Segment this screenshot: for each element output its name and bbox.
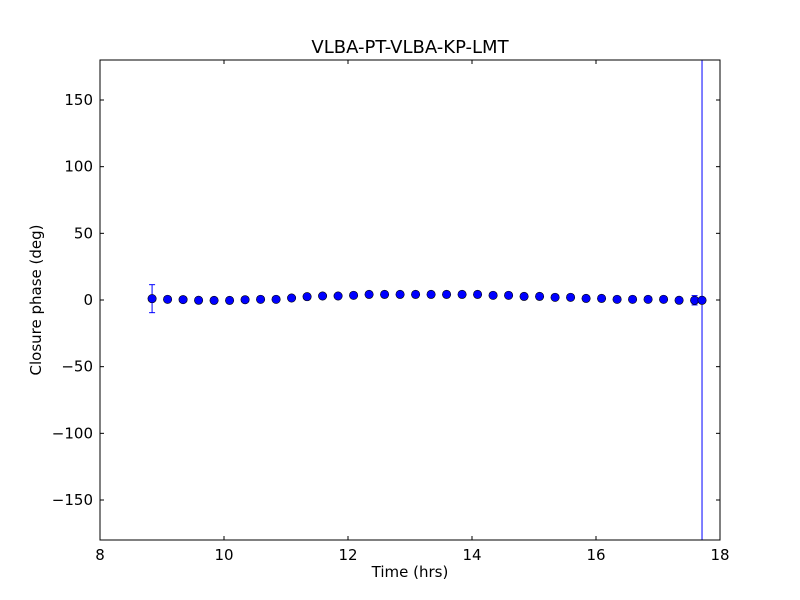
data-point <box>566 292 576 302</box>
data-point <box>240 295 250 305</box>
y-axis-label: Closure phase (deg) <box>27 225 45 376</box>
data-point <box>581 293 591 303</box>
y-tick-label: 50 <box>74 224 93 242</box>
chart-title: VLBA-PT-VLBA-KP-LMT <box>311 37 509 58</box>
data-point <box>178 295 188 305</box>
data-point <box>256 294 266 304</box>
data-point <box>147 294 157 304</box>
data-point <box>628 294 638 304</box>
data-point <box>535 291 545 301</box>
plot-frame <box>99 59 721 541</box>
x-tick-label: 8 <box>95 546 105 564</box>
data-point <box>674 295 684 305</box>
data-point <box>473 289 483 299</box>
data-point <box>380 289 390 299</box>
x-axis-label: Time (hrs) <box>371 563 449 581</box>
y-tick-label: 150 <box>64 91 93 109</box>
y-tick-label: 0 <box>83 291 93 309</box>
data-point <box>395 289 405 299</box>
data-point <box>442 289 452 299</box>
data-point <box>364 289 374 299</box>
data-point <box>659 294 669 304</box>
x-tick-label: 18 <box>710 546 729 564</box>
data-point <box>457 289 467 299</box>
x-tick-label: 14 <box>462 546 481 564</box>
data-point <box>504 290 514 300</box>
y-tick-label: 100 <box>64 158 93 176</box>
data-point <box>411 289 421 299</box>
data-point <box>287 293 297 303</box>
data-point <box>643 294 653 304</box>
data-point <box>302 292 312 302</box>
data-point <box>550 292 560 302</box>
data-point <box>697 295 707 305</box>
data-point <box>597 293 607 303</box>
data-point <box>194 295 204 305</box>
data-point <box>271 294 281 304</box>
data-point <box>163 294 173 304</box>
data-point <box>349 290 359 300</box>
data-point <box>488 290 498 300</box>
x-tick-label: 10 <box>214 546 233 564</box>
data-point <box>225 295 235 305</box>
data-point <box>209 295 219 305</box>
data-point <box>426 289 436 299</box>
y-tick-label: −150 <box>52 491 93 509</box>
y-tick-label: −100 <box>52 424 93 442</box>
data-point <box>690 295 700 305</box>
y-tick-label: −50 <box>61 358 93 376</box>
data-point <box>519 291 529 301</box>
x-tick-label: 16 <box>586 546 605 564</box>
x-tick-label: 12 <box>338 546 357 564</box>
data-point <box>612 294 622 304</box>
data-point <box>333 291 343 301</box>
data-point <box>318 291 328 301</box>
